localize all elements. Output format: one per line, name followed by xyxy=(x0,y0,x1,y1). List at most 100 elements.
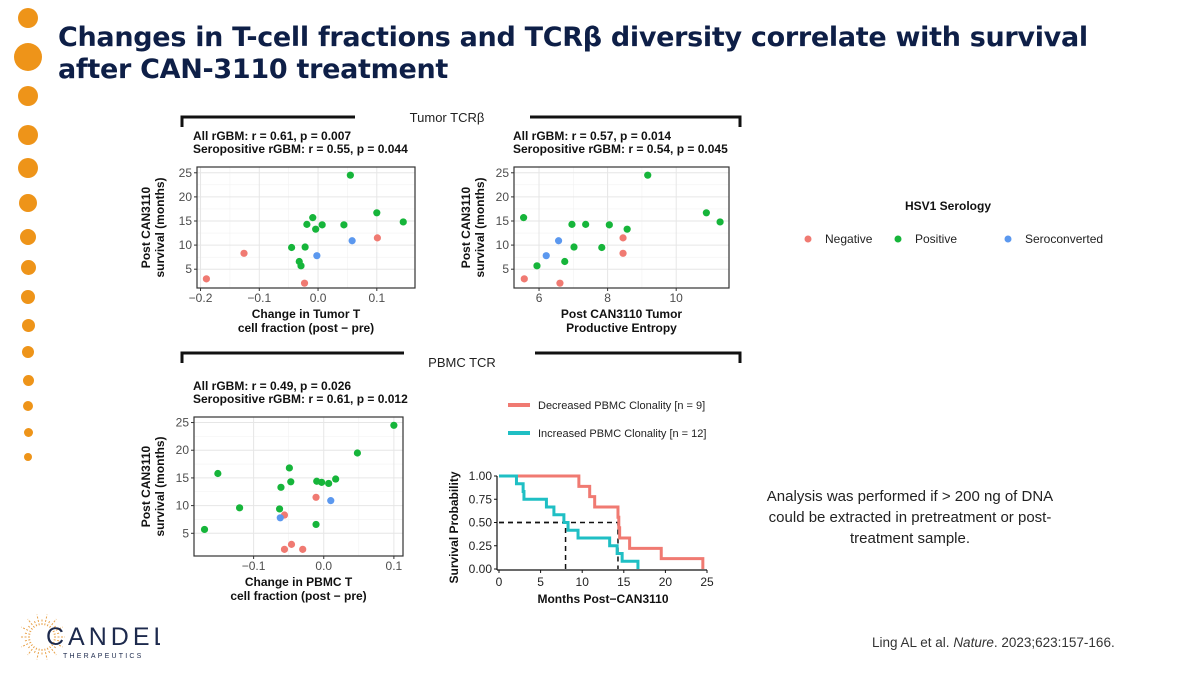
data-point-positive xyxy=(533,262,541,270)
y-tick-label: 20 xyxy=(496,190,510,204)
x-tick-label: 25 xyxy=(700,575,714,589)
decorative-dot xyxy=(21,290,35,304)
citation-authors: Ling AL et al. xyxy=(872,635,954,650)
bracket-pbmc-tcr xyxy=(180,351,742,363)
x-axis-label: cell fraction (post − pre) xyxy=(230,589,366,603)
median-survival-line xyxy=(499,521,619,569)
decorative-dot xyxy=(24,453,32,461)
decorative-dot xyxy=(18,125,38,145)
data-point-positive xyxy=(340,221,348,229)
y-tick-label: 5 xyxy=(185,262,192,276)
x-axis-label: Change in Tumor T xyxy=(252,307,361,321)
x-tick-label: −0.1 xyxy=(247,291,271,305)
data-point-positive xyxy=(716,218,724,226)
y-tick-label: 20 xyxy=(179,190,193,204)
data-point-positive xyxy=(287,478,295,486)
sunburst-ray xyxy=(52,641,63,648)
data-point-positive xyxy=(303,220,311,228)
sunburst-ray xyxy=(36,614,40,626)
km-legend-label: Decreased PBMC Clonality [n = 9] xyxy=(538,400,705,412)
km-legend-label: Increased PBMC Clonality [n = 12] xyxy=(538,428,706,440)
decorative-dot xyxy=(20,229,36,245)
decorative-dot xyxy=(18,86,38,106)
survival-curve xyxy=(499,474,640,569)
data-point-positive xyxy=(399,218,407,226)
data-point-negative xyxy=(556,279,564,287)
x-axis-label: Productive Entropy xyxy=(566,321,677,335)
plot-background xyxy=(514,167,729,288)
bracket-tumor-tcr xyxy=(180,115,742,127)
decorative-dot xyxy=(19,194,37,212)
data-point-positive xyxy=(353,449,362,457)
data-point-positive xyxy=(561,257,569,266)
decorative-dot xyxy=(23,401,33,411)
data-point-positive xyxy=(325,479,333,488)
data-point-seroconverted xyxy=(348,237,356,245)
data-point-negative xyxy=(312,493,320,501)
data-point-positive xyxy=(605,221,613,229)
data-point-positive xyxy=(318,221,326,229)
legend-marker-positive xyxy=(894,235,902,243)
x-axis-label: Change in PBMC T xyxy=(245,575,353,589)
data-point-seroconverted xyxy=(554,237,563,245)
citation: Ling AL et al. Nature. 2023;623:157-166. xyxy=(872,635,1115,650)
sunburst-ray xyxy=(53,632,61,635)
decorative-dot xyxy=(18,8,38,28)
x-tick-label: 20 xyxy=(659,575,673,589)
decorative-dot xyxy=(22,374,34,386)
data-point-positive xyxy=(277,483,285,491)
sunburst-ray xyxy=(21,626,32,633)
y-axis-label: survival (months) xyxy=(473,177,487,277)
x-tick-label: 15 xyxy=(617,575,631,589)
data-point-positive xyxy=(288,243,296,252)
decorative-dot xyxy=(14,43,42,71)
data-point-positive xyxy=(373,209,381,217)
sunburst-ray xyxy=(46,647,51,655)
data-point-positive xyxy=(318,478,326,486)
sunburst-ray xyxy=(53,639,61,642)
plot-border xyxy=(193,416,404,557)
x-tick-label: 10 xyxy=(670,291,684,305)
data-point-positive xyxy=(346,171,354,179)
plot-border xyxy=(196,166,416,289)
data-point-positive xyxy=(301,243,309,251)
x-tick-label: 0.0 xyxy=(310,291,327,305)
data-point-positive xyxy=(309,214,317,222)
y-tick-label: 10 xyxy=(179,238,193,252)
data-point-negative xyxy=(280,545,289,553)
decorative-dot xyxy=(23,427,33,437)
data-point-positive xyxy=(285,464,293,472)
sunburst-ray xyxy=(44,614,48,626)
data-point-positive xyxy=(275,505,284,513)
y-axis-label: Post CAN3110 xyxy=(459,186,473,268)
sunburst-ray xyxy=(21,641,32,648)
sunburst-ray xyxy=(26,644,33,650)
sunburst-ray xyxy=(23,639,31,642)
citation-journal: Nature xyxy=(953,635,994,650)
kaplan-meier-plot: Decreased PBMC Clonality [n = 9] Increase… xyxy=(447,400,714,606)
sunburst-ray xyxy=(27,646,35,656)
sunburst-ray xyxy=(26,624,33,630)
y-tick-label: 25 xyxy=(176,416,190,430)
legend-label-seroconverted: Seroconverted xyxy=(1025,232,1103,246)
data-point-positive xyxy=(390,421,398,429)
sunburst-ray xyxy=(33,647,38,655)
logo-wordmark: CANDEL xyxy=(46,623,160,651)
sunburst-ray xyxy=(49,646,57,656)
y-tick-label: 0.50 xyxy=(469,516,493,530)
data-point-negative xyxy=(373,234,381,242)
y-tick-label: 5 xyxy=(182,526,189,540)
sunburst-ray xyxy=(36,648,40,660)
data-point-negative xyxy=(520,275,528,283)
y-tick-label: 0.75 xyxy=(469,492,493,506)
legend-marker-negative xyxy=(804,235,812,243)
sunburst-ray xyxy=(44,648,48,660)
candel-logo: CANDEL THERAPEUTICS xyxy=(19,612,167,667)
x-axis-label: cell fraction (post − pre) xyxy=(238,321,374,335)
data-point-seroconverted xyxy=(327,497,335,505)
x-tick-label: 0 xyxy=(496,575,503,589)
correlation-annotation: Seropositive rGBM: r = 0.55, p = 0.044 xyxy=(193,142,408,156)
x-tick-label: −0.1 xyxy=(242,559,266,573)
y-axis-label: Post CAN3110 xyxy=(139,445,153,527)
